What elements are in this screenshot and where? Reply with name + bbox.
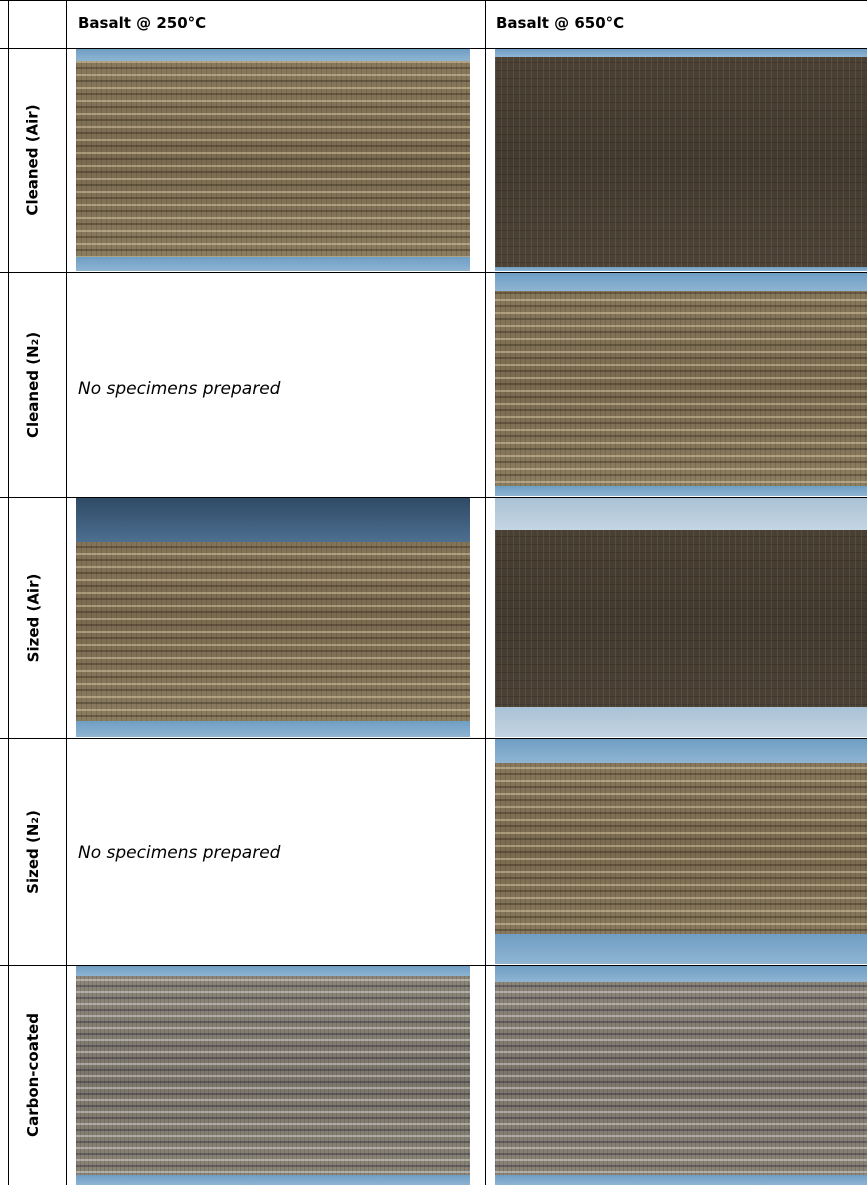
rule [485, 0, 486, 1185]
micrograph [495, 966, 867, 1185]
row-label-cell: Cleaned (N₂) [0, 272, 66, 497]
micrograph [495, 49, 867, 271]
note: No specimens prepared [78, 843, 280, 863]
row-label: Cleaned (N₂) [24, 331, 42, 437]
micrograph [76, 49, 470, 271]
row-label: Carbon-coated [24, 1013, 42, 1137]
row-label-cell: Sized (Air) [0, 497, 66, 738]
row-label-cell: Carbon-coated [0, 965, 66, 1185]
micrograph [495, 273, 867, 496]
row-label: Sized (N₂) [24, 810, 42, 894]
column-header: Basalt @ 250°C [78, 14, 206, 32]
micrograph [495, 498, 867, 737]
row-label: Cleaned (Air) [24, 104, 42, 215]
row-label-cell: Sized (N₂) [0, 738, 66, 965]
micrograph [76, 498, 470, 737]
micrograph [76, 966, 470, 1185]
row-label: Sized (Air) [24, 573, 42, 662]
rule [66, 0, 67, 1185]
note: No specimens prepared [78, 379, 280, 399]
row-label-cell: Cleaned (Air) [0, 48, 66, 272]
column-header: Basalt @ 650°C [496, 14, 624, 32]
micrograph [495, 739, 867, 964]
rule [0, 0, 867, 1]
page: Basalt @ 250°C Basalt @ 650°C Cleaned (A… [0, 0, 867, 1185]
